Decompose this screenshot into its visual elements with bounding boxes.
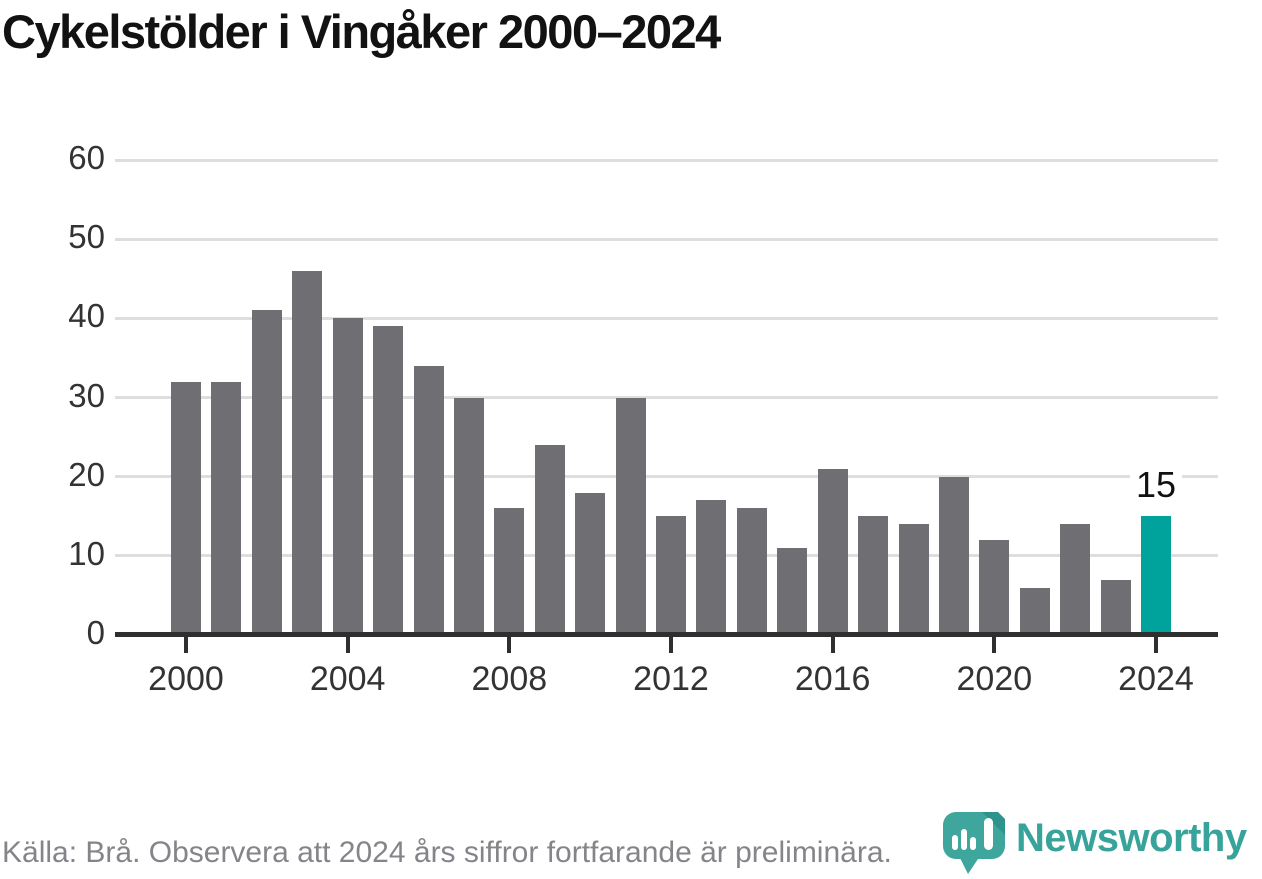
bar-2023 bbox=[1100, 579, 1131, 635]
bar-2012 bbox=[656, 516, 686, 635]
y-axis-tick-label: 50 bbox=[68, 218, 105, 256]
gridline-y-20 bbox=[115, 475, 1218, 479]
bar-2001 bbox=[211, 381, 242, 635]
x-axis-tick-2016 bbox=[830, 637, 835, 653]
gridline-y-30 bbox=[115, 396, 1218, 399]
bar-2022 bbox=[1060, 524, 1091, 635]
chart-title: Cykelstölder i Vingåker 2000–2024 bbox=[2, 5, 721, 58]
x-axis-tick-label: 2004 bbox=[309, 660, 386, 698]
x-axis-tick-2004 bbox=[345, 637, 350, 653]
gridline-y-50 bbox=[115, 237, 1218, 241]
bar-2018 bbox=[898, 524, 929, 635]
bar-2013 bbox=[696, 500, 727, 635]
bar-2002 bbox=[251, 310, 282, 635]
bar-2007 bbox=[453, 397, 484, 635]
bar-2000 bbox=[171, 381, 201, 635]
gridline-y-60 bbox=[115, 158, 1218, 162]
bar-2006 bbox=[413, 365, 444, 635]
bar-2021 bbox=[1019, 587, 1050, 635]
x-axis-tick-2000 bbox=[184, 637, 188, 653]
bar-2003 bbox=[292, 270, 323, 635]
highlight-value-label: 15 bbox=[1129, 464, 1183, 507]
y-axis-tick-label: 30 bbox=[68, 376, 105, 414]
bar-2004 bbox=[332, 318, 363, 635]
bar-2024 bbox=[1141, 516, 1171, 635]
x-axis-tick-label: 2012 bbox=[633, 660, 709, 698]
bar-2017 bbox=[858, 516, 889, 635]
newsworthy-wordmark: Newsworthy bbox=[1016, 816, 1247, 860]
bar-2015 bbox=[777, 547, 808, 635]
y-axis-tick-label: 10 bbox=[68, 534, 105, 572]
x-axis-tick-2020 bbox=[992, 637, 997, 653]
x-axis-line bbox=[115, 632, 1218, 637]
bar-2014 bbox=[736, 508, 767, 635]
x-axis-tick-label: 2000 bbox=[148, 660, 224, 698]
y-axis-tick-label: 20 bbox=[68, 455, 105, 493]
source-note: Källa: Brå. Observera att 2024 års siffr… bbox=[2, 836, 892, 869]
x-axis-tick-2012 bbox=[669, 637, 673, 653]
newsworthy-logo: Newsworthy bbox=[942, 806, 1247, 876]
bar-2016 bbox=[817, 468, 848, 635]
x-axis-tick-2008 bbox=[507, 637, 512, 653]
x-axis-tick-2024 bbox=[1154, 637, 1158, 653]
bar-2020 bbox=[979, 540, 1010, 635]
bar-2011 bbox=[615, 397, 646, 635]
y-axis-tick-label: 60 bbox=[68, 139, 105, 176]
y-axis-tick-label: 0 bbox=[86, 614, 105, 651]
x-axis-tick-label: 2016 bbox=[794, 660, 871, 698]
bar-2019 bbox=[938, 476, 969, 635]
bar-2005 bbox=[373, 326, 404, 635]
x-axis-tick-label: 2008 bbox=[471, 660, 548, 698]
bar-2010 bbox=[575, 492, 606, 635]
x-axis-tick-label: 2020 bbox=[956, 660, 1033, 698]
bar-2009 bbox=[534, 445, 565, 635]
y-axis-tick-label: 40 bbox=[68, 297, 105, 335]
newsworthy-speech-bubble-chart-icon bbox=[943, 812, 1005, 874]
x-axis-tick-label: 2024 bbox=[1118, 660, 1194, 698]
bar-2008 bbox=[494, 508, 525, 635]
gridline-y-40 bbox=[115, 316, 1218, 320]
